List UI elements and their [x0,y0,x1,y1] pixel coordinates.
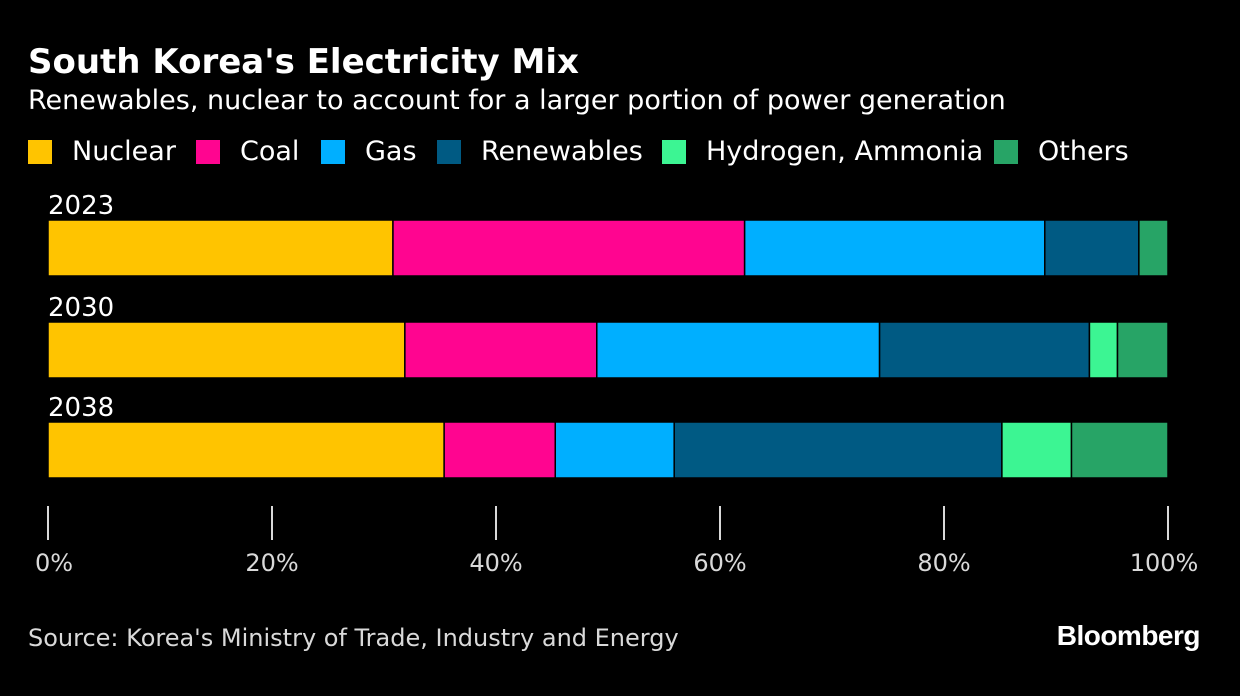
legend-swatch-coal [196,140,220,164]
bar-2038-gas [554,421,675,479]
bar-2030-others [1116,321,1169,379]
legend-label-others: Others [1038,136,1129,167]
bar-2023-gas [743,219,1046,277]
category-label-2038: 2038 [48,393,114,423]
source-note: Source: Korea's Ministry of Trade, Indus… [28,624,679,652]
x-tick-label-20: 20% [245,549,298,577]
bar-2023-renewables [1044,219,1140,277]
chart-title: South Korea's Electricity Mix [28,42,579,82]
x-tick-label-100: 100% [1130,549,1199,577]
legend-label-gas: Gas [365,136,417,167]
chart-subtitle: Renewables, nuclear to account for a lar… [28,85,1006,116]
legend-label-hydrogen-ammonia: Hydrogen, Ammonia [706,136,984,167]
bar-2030-coal [404,321,598,379]
legend-label-nuclear: Nuclear [72,136,176,167]
legend-swatch-gas [321,140,345,164]
legend-swatch-renewables [437,140,461,164]
legend-swatch-others [994,140,1018,164]
bar-2038-hydrogen-ammonia [1001,421,1073,479]
bloomberg-logo: Bloomberg [1056,620,1201,651]
category-label-2030: 2030 [48,293,114,323]
bar-2038-coal [443,421,557,479]
x-tick-label-0: 0% [35,549,73,577]
legend-swatch-hydrogen-ammonia [662,140,686,164]
category-label-2023: 2023 [48,191,114,221]
bar-2030-renewables [878,321,1091,379]
bar-2023-others [1138,219,1169,277]
stacked-bar-chart: 2023 2030 2038 0% 20% 40% 60% 80% 100% [35,191,1199,577]
legend-swatch-nuclear [28,140,52,164]
bar-2038-renewables [673,421,1003,479]
legend-label-renewables: Renewables [481,136,643,167]
x-tick-label-80: 80% [917,549,970,577]
bar-2030-gas [596,321,881,379]
bar-2030-nuclear [47,321,406,379]
bar-2023-nuclear [47,219,394,277]
bar-2023-coal [392,219,746,277]
legend-label-coal: Coal [240,136,300,167]
bar-2038-nuclear [47,421,445,479]
x-tick-label-60: 60% [693,549,746,577]
bar-2038-others [1070,421,1169,479]
x-tick-label-40: 40% [469,549,522,577]
bar-2030-hydrogen-ammonia [1088,321,1119,379]
